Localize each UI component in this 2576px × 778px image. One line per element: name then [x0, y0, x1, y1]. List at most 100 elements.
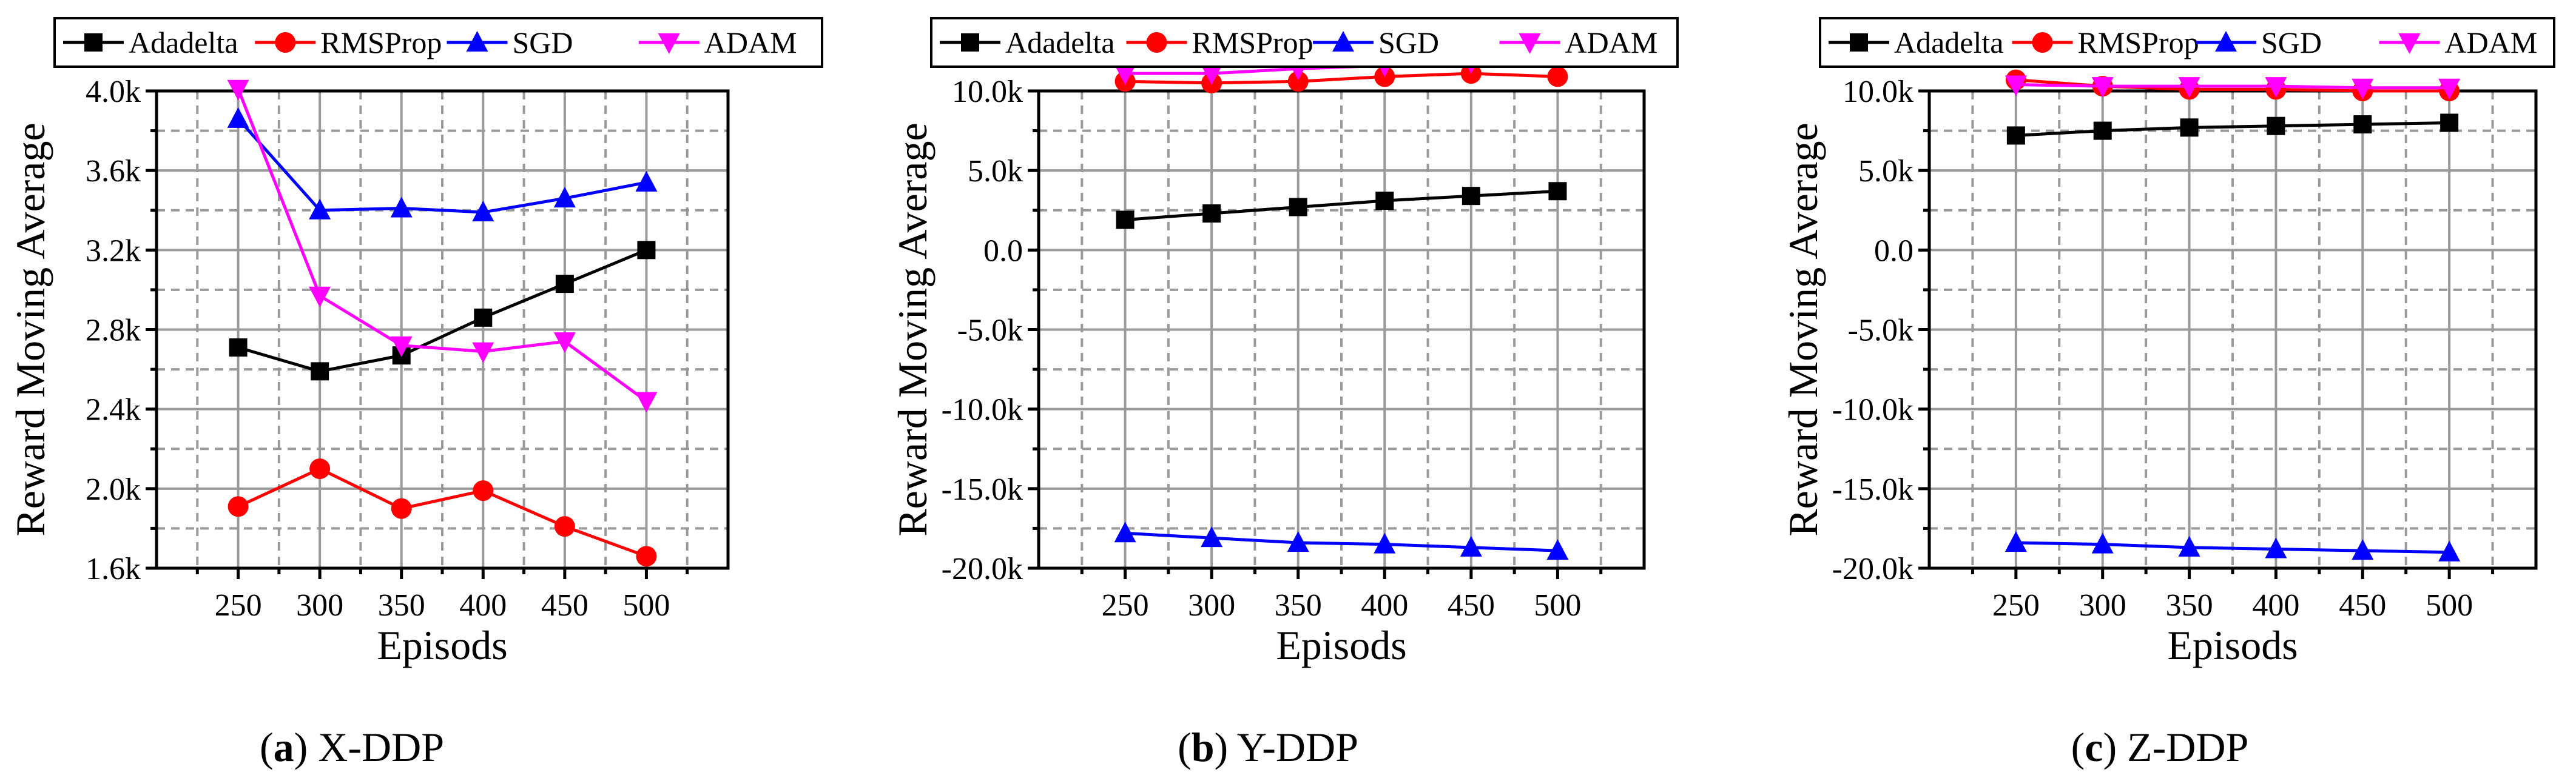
y-tick-label: 0.0 [1874, 233, 1913, 268]
data-point [390, 196, 413, 218]
legend-marker [84, 33, 103, 52]
x-tick-label: 500 [622, 588, 670, 623]
x-tick-label: 450 [2339, 588, 2386, 623]
series-line [237, 118, 647, 214]
data-point [1287, 531, 1309, 552]
chart-panel-3: -20.0k -15.0k -10.0k -5.0k 0.0 5.0k 10.0k 250 30… [1780, 17, 2555, 770]
data-point [1202, 204, 1221, 223]
x-tick-label: 350 [2166, 588, 2213, 623]
legend: Adadelta RMSProp SGD ADAM [53, 17, 823, 68]
legend-marker [658, 33, 680, 54]
data-point [1548, 182, 1567, 201]
legend-label: SGD [2261, 25, 2322, 59]
x-tick-label: 250 [1102, 588, 1149, 623]
legend-marker [1850, 33, 1868, 52]
series-line [1125, 531, 1558, 552]
series-line [237, 467, 647, 558]
data-point [472, 342, 494, 363]
x-tick-label: 350 [1275, 588, 1322, 623]
y-tick-label: -20.0k [1832, 552, 1913, 586]
data-point [309, 198, 331, 220]
data-point [228, 496, 249, 517]
series-line [2015, 121, 2450, 137]
x-tick-label: 400 [459, 588, 507, 623]
y-tick-label: -15.0k [942, 472, 1023, 507]
data-point [2004, 75, 2027, 96]
data-point [1374, 532, 1396, 554]
y-tick-label: -5.0k [957, 314, 1023, 348]
figure-caption: (b) Y-DDP [1178, 724, 1358, 770]
x-tick-label: 400 [1361, 588, 1408, 623]
y-tick-label: 1.6k [86, 552, 141, 586]
y-tick-label: -10.0k [942, 393, 1023, 428]
data-point [1289, 198, 1307, 216]
y-tick-label: 4.0k [86, 75, 141, 109]
data-point [227, 107, 249, 128]
y-tick-label: -20.0k [942, 552, 1023, 586]
series-line [1125, 72, 1558, 85]
series-adam [227, 79, 658, 413]
data-point [1375, 192, 1394, 210]
data-point [2353, 115, 2372, 134]
data-point [1547, 66, 1568, 87]
data-point [636, 546, 657, 567]
legend-marker [961, 33, 979, 52]
data-point [2265, 77, 2287, 98]
y-tick-label: 3.2k [86, 233, 141, 268]
data-point [1460, 535, 1482, 557]
data-point [2093, 121, 2112, 140]
legend-label: RMSProp [2078, 25, 2199, 59]
data-point [1201, 64, 1223, 86]
x-tick-label: 450 [1448, 588, 1495, 623]
figure-caption: (a) X-DDP [260, 724, 444, 770]
data-point [2180, 118, 2199, 137]
legend-marker [275, 32, 296, 53]
legend-marker [2032, 32, 2053, 53]
x-tick-label: 250 [215, 588, 262, 623]
legend: Adadelta RMSProp SGD ADAM [1819, 17, 2555, 68]
data-point [637, 241, 656, 260]
data-point [1462, 187, 1480, 206]
legend-label: Adadelta [1894, 25, 2003, 59]
data-point [309, 286, 331, 307]
data-point [1287, 71, 1309, 92]
y-tick-label: 3.6k [86, 154, 141, 189]
y-axis-label: Reward Moving Average [1780, 122, 1826, 536]
data-point [1114, 64, 1136, 86]
data-point [472, 201, 494, 222]
series-adadelta [2006, 113, 2459, 145]
x-tick-label: 300 [296, 588, 343, 623]
series-adadelta [1116, 182, 1567, 229]
x-tick-label: 500 [1534, 588, 1581, 623]
legend-label: Adadelta [1005, 25, 1114, 59]
data-point [2352, 78, 2374, 99]
legend-marker [2398, 33, 2421, 54]
series-line [2015, 83, 2450, 90]
series-line [237, 249, 647, 373]
data-point [229, 338, 248, 357]
data-point [635, 392, 658, 413]
series-sgd [1114, 521, 1569, 560]
data-point [1114, 521, 1136, 543]
x-tick-label: 400 [2252, 588, 2299, 623]
x-axis-label: Episods [377, 622, 507, 668]
data-point [311, 362, 329, 381]
x-tick-label: 300 [1188, 588, 1235, 623]
data-point [2438, 78, 2461, 99]
legend-marker [1332, 31, 1354, 52]
series-adadelta [229, 241, 656, 381]
legend-marker [2215, 31, 2237, 52]
x-tick-label: 250 [1992, 588, 2040, 623]
data-point [2091, 532, 2114, 554]
data-point [553, 332, 576, 354]
y-axis-label: Reward Moving Average [7, 122, 53, 536]
y-tick-label: 10.0k [952, 75, 1023, 109]
data-point [390, 336, 413, 357]
series-sgd [2004, 531, 2461, 562]
x-axis-label: Episods [1276, 622, 1406, 668]
legend-marker [1519, 33, 1541, 54]
x-tick-label: 450 [541, 588, 588, 623]
data-point [555, 275, 574, 293]
y-tick-label: 2.0k [86, 472, 141, 507]
